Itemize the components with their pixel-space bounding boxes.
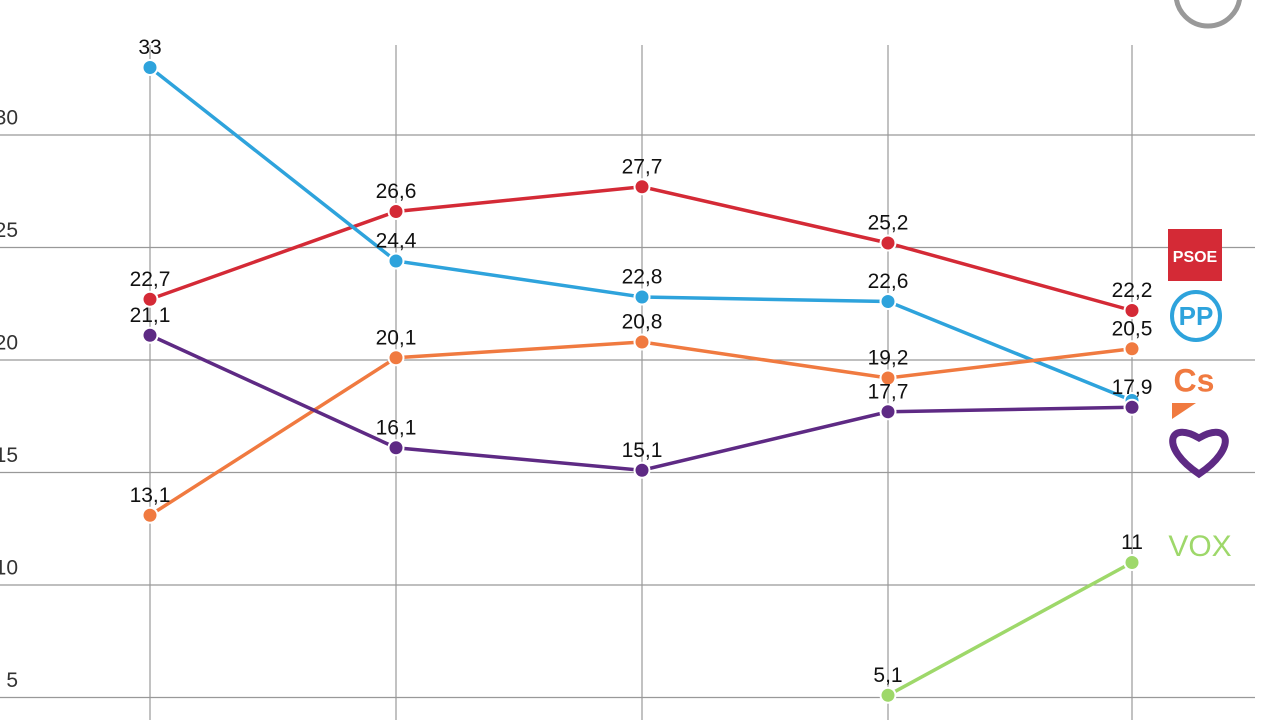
data-point: [387, 349, 405, 367]
points: [141, 59, 1141, 704]
data-point: [387, 252, 405, 270]
legend-label: VOX: [1168, 530, 1231, 563]
legend-ring: [1170, 290, 1222, 342]
data-label: 25,2: [868, 212, 909, 235]
data-point: [879, 686, 897, 704]
value-labels: 22,7 26,6 27,7 25,2 22,2 33 24,4 22,8 22,6 13,1 20…: [130, 36, 1153, 687]
data-point: [633, 461, 651, 479]
data-label: 20,5: [1112, 317, 1153, 340]
data-point: [1123, 554, 1141, 571]
data-point: [141, 59, 159, 76]
data-label: 22,8: [622, 266, 663, 289]
legend-badge: [1168, 229, 1222, 281]
series-line: [149, 340, 1133, 517]
data-label: 19,2: [868, 347, 909, 370]
legend: PSOE PP Cs VOX: [1168, 229, 1232, 563]
data-point: [633, 333, 651, 351]
data-point: [387, 203, 405, 220]
data-point: [141, 290, 159, 308]
data-label: 11: [1121, 531, 1143, 554]
legend-label: Cs: [1174, 362, 1215, 398]
data-point: [141, 326, 159, 344]
data-label: 27,7: [622, 155, 663, 178]
data-label: 22,7: [130, 268, 171, 291]
data-point: [633, 288, 651, 306]
data-point: [879, 369, 897, 387]
category-grid: [149, 45, 1133, 720]
data-point: [1123, 340, 1141, 358]
data-label: 13,1: [130, 484, 171, 507]
data-point: [387, 439, 405, 457]
data-point: [879, 403, 897, 421]
data-label: 21,1: [130, 304, 171, 327]
data-point: [879, 293, 897, 310]
y-tick-label: 5: [6, 669, 18, 692]
data-label: 15,1: [622, 439, 663, 462]
legend-triangle: [1172, 403, 1196, 419]
data-point: [879, 234, 897, 252]
y-tick-label: 20: [0, 332, 18, 355]
legend-label: PSOE: [1173, 249, 1218, 266]
ui-button[interactable]: [1174, 0, 1242, 29]
data-label: 24,4: [376, 230, 417, 253]
data-label: 26,6: [376, 180, 417, 203]
y-tick-label: 25: [0, 219, 18, 242]
data-label: 33: [138, 36, 161, 59]
legend-heart: [1169, 428, 1229, 479]
data-label: 17,7: [868, 380, 909, 403]
y-tick-label: 15: [0, 444, 18, 467]
data-label: 17,9: [1112, 376, 1153, 399]
data-label: 5,1: [873, 664, 902, 687]
data-label: 22,2: [1112, 279, 1153, 302]
y-tick-label: 30: [0, 107, 18, 130]
data-point: [1123, 398, 1141, 416]
data-point: [141, 506, 159, 524]
data-label: 20,1: [376, 326, 417, 349]
y-tick-label: 10: [0, 557, 18, 580]
data-point: [633, 178, 651, 196]
series-line: [148, 66, 1133, 403]
data-label: 16,1: [376, 416, 417, 439]
data-label: 22,6: [868, 270, 909, 293]
data-point: [1123, 302, 1141, 319]
series-line: [887, 560, 1133, 697]
legend-label: PP: [1179, 301, 1214, 331]
data-label: 20,8: [622, 311, 663, 334]
